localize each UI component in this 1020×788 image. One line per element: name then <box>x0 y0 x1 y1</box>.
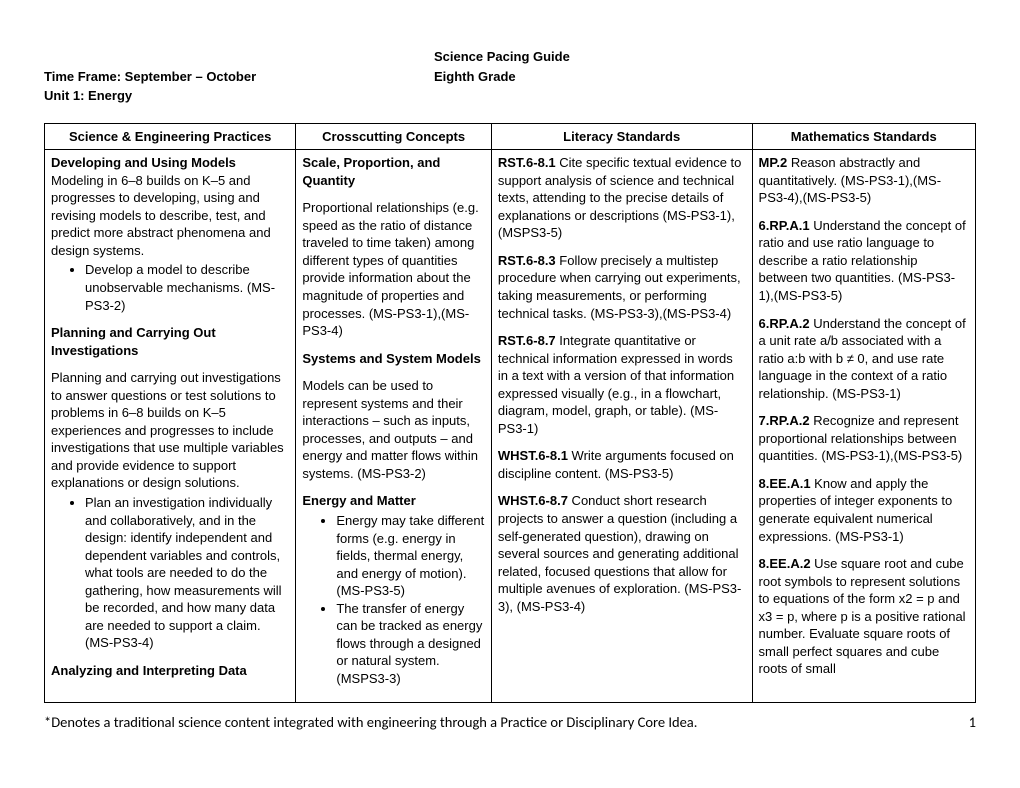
math-s6: Use square root and cube root symbols to… <box>759 556 966 676</box>
lit-s5: Conduct short research projects to answe… <box>498 493 742 613</box>
cell-cc: Scale, Proportion, and Quantity Proporti… <box>296 150 492 702</box>
sep-p1: Modeling in 6–8 builds on K–5 and progre… <box>51 173 271 258</box>
sep-h1: Developing and Using Models <box>51 155 236 170</box>
cc-h2: Systems and System Models <box>302 351 480 366</box>
lit-s4b: WHST.6-8.1 <box>498 448 568 463</box>
sep-h3: Analyzing and Interpreting Data <box>51 663 247 678</box>
footer-note: *Denotes a traditional science content i… <box>44 713 697 733</box>
math-s1b: MP.2 <box>759 155 788 170</box>
cc-b1: Energy may take different forms (e.g. en… <box>336 512 485 600</box>
cc-h1: Scale, Proportion, and Quantity <box>302 155 440 188</box>
doc-title-1: Science Pacing Guide <box>414 48 976 66</box>
math-s2b: 6.RP.A.1 <box>759 218 810 233</box>
cc-b2: The transfer of energy can be tracked as… <box>336 600 485 688</box>
col-header-cc: Crosscutting Concepts <box>296 123 492 150</box>
cell-lit: RST.6-8.1 Cite specific textual evidence… <box>491 150 752 702</box>
timeframe: Time Frame: September – October <box>44 68 414 86</box>
math-s6b: 8.EE.A.2 <box>759 556 811 571</box>
lit-s3b: RST.6-8.7 <box>498 333 556 348</box>
lit-s1b: RST.6-8.1 <box>498 155 556 170</box>
math-s3b: 6.RP.A.2 <box>759 316 810 331</box>
sep-b1: Develop a model to describe unobservable… <box>85 261 289 314</box>
cell-sep: Developing and Using Models Modeling in … <box>45 150 296 702</box>
col-header-math: Mathematics Standards <box>752 123 975 150</box>
col-header-sep: Science & Engineering Practices <box>45 123 296 150</box>
sep-h2: Planning and Carrying Out Investigations <box>51 325 216 358</box>
col-header-lit: Literacy Standards <box>491 123 752 150</box>
lit-s2b: RST.6-8.3 <box>498 253 556 268</box>
sep-p2: Planning and carrying out investigations… <box>51 370 284 490</box>
cc-p1: Proportional relationships (e.g. speed a… <box>302 199 485 339</box>
doc-title-2: Eighth Grade <box>414 68 976 86</box>
pacing-table: Science & Engineering Practices Crosscut… <box>44 123 976 703</box>
lit-s3: Integrate quantitative or technical info… <box>498 333 734 436</box>
blank-left <box>44 48 414 66</box>
math-s5b: 8.EE.A.1 <box>759 476 811 491</box>
sep-b2: Plan an investigation individually and c… <box>85 494 289 652</box>
cc-h3: Energy and Matter <box>302 493 415 508</box>
cc-p2: Models can be used to represent systems … <box>302 377 485 482</box>
page-number: 1 <box>969 713 976 733</box>
unit-label: Unit 1: Energy <box>44 87 414 105</box>
cell-math: MP.2 Reason abstractly and quantitativel… <box>752 150 975 702</box>
lit-s5b: WHST.6-8.7 <box>498 493 568 508</box>
math-s4b: 7.RP.A.2 <box>759 413 810 428</box>
